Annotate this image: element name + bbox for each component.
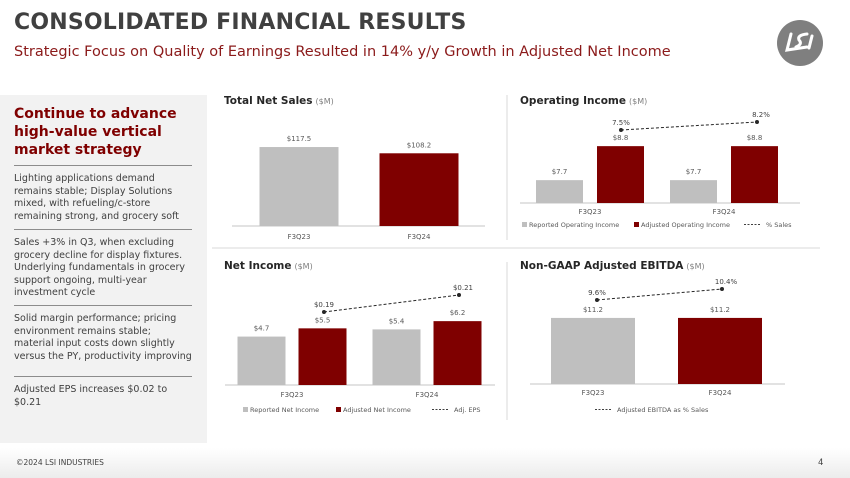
line-series xyxy=(620,121,758,131)
legend-label: Adj. EPS xyxy=(454,406,481,414)
bar-value-label: $11.2 xyxy=(710,306,730,314)
legend-swatch xyxy=(336,407,341,412)
legend-label: Adjusted Operating Income xyxy=(641,221,730,229)
bar-value-label: $7.7 xyxy=(552,168,568,176)
bar-value-label: $4.7 xyxy=(254,325,270,333)
chart-title-net-sales: Total Net Sales ($M) xyxy=(224,95,334,107)
key-point: Solid margin performance; pricing enviro… xyxy=(14,305,192,363)
line-series xyxy=(596,288,723,301)
chart-title-ebitda: Non-GAAP Adjusted EBITDA ($M) xyxy=(520,260,705,272)
line-value-label: 9.6% xyxy=(588,289,606,297)
category-label: F3Q23 xyxy=(288,233,311,241)
line-point xyxy=(755,120,759,124)
legend-label: Adjusted Net Income xyxy=(343,406,411,414)
line-value-label: 8.2% xyxy=(752,111,770,119)
line-value-label: $0.21 xyxy=(453,284,473,292)
bar-value-label: $117.5 xyxy=(287,135,312,143)
key-point: Lighting applications demand remains sta… xyxy=(14,165,192,223)
bar-f3q24 xyxy=(433,321,482,385)
copyright: ©2024 LSI INDUSTRIES xyxy=(16,458,104,467)
key-point: Adjusted EPS increases $0.02 to $0.21 xyxy=(14,376,192,409)
bar-value-label: $8.8 xyxy=(747,134,763,142)
bar-f3q23 xyxy=(237,336,286,385)
category-label: F3Q24 xyxy=(416,391,439,399)
category-label: F3Q24 xyxy=(709,389,732,397)
bar-value-label: $6.2 xyxy=(450,309,466,317)
footer-band xyxy=(0,448,850,478)
legend-label: % Sales xyxy=(766,221,792,229)
chart-title-operating-income: Operating Income ($M) xyxy=(520,95,648,107)
line-point xyxy=(595,298,599,302)
bar-f3q23 xyxy=(259,147,339,226)
line-value-label: 7.5% xyxy=(612,119,630,127)
category-label: F3Q23 xyxy=(579,208,602,216)
bar-f3q23 xyxy=(536,180,583,203)
legend-label: Adjusted EBITDA as % Sales xyxy=(617,406,709,414)
bar-f3q24 xyxy=(678,317,762,384)
category-label: F3Q23 xyxy=(281,391,304,399)
key-points-panel: Continue to advance high-value vertical … xyxy=(0,95,207,443)
legend-swatch xyxy=(522,222,527,227)
key-point: Sales +3% in Q3, when excluding grocery … xyxy=(14,229,192,300)
line-value-label: 10.4% xyxy=(715,278,738,286)
bar-value-label: $8.8 xyxy=(613,134,629,142)
line-point xyxy=(322,310,326,314)
legend-label: Reported Net Income xyxy=(250,406,319,414)
bar-value-label: $5.4 xyxy=(389,317,405,325)
bar-f3q23 xyxy=(597,146,644,203)
bar-value-label: $108.2 xyxy=(407,141,432,149)
legend-label: Reported Operating Income xyxy=(529,221,619,229)
bar-f3q24 xyxy=(670,180,717,203)
page-subtitle: Strategic Focus on Quality of Earnings R… xyxy=(14,44,671,60)
bar-f3q24 xyxy=(372,329,421,385)
bar-value-label: $7.7 xyxy=(686,168,702,176)
panel-heading: Continue to advance high-value vertical … xyxy=(14,106,177,158)
line-value-label: $0.19 xyxy=(314,301,334,309)
bar-value-label: $11.2 xyxy=(583,306,603,314)
line-point xyxy=(457,293,461,297)
line-point xyxy=(619,128,623,132)
category-label: F3Q23 xyxy=(582,389,605,397)
category-label: F3Q24 xyxy=(408,233,431,241)
bar-f3q23 xyxy=(551,317,635,384)
category-label: F3Q24 xyxy=(713,208,736,216)
lsi-logo xyxy=(777,20,823,66)
bar-f3q24 xyxy=(731,146,778,203)
bar-value-label: $5.5 xyxy=(315,316,331,324)
line-series xyxy=(323,294,460,313)
page-title: CONSOLIDATED FINANCIAL RESULTS xyxy=(14,10,467,35)
legend-swatch xyxy=(243,407,248,412)
bar-f3q24 xyxy=(379,153,459,226)
line-point xyxy=(720,287,724,291)
legend-swatch xyxy=(634,222,639,227)
page-number: 4 xyxy=(818,458,824,468)
chart-title-net-income: Net Income ($M) xyxy=(224,260,313,272)
bar-f3q23 xyxy=(298,328,347,385)
